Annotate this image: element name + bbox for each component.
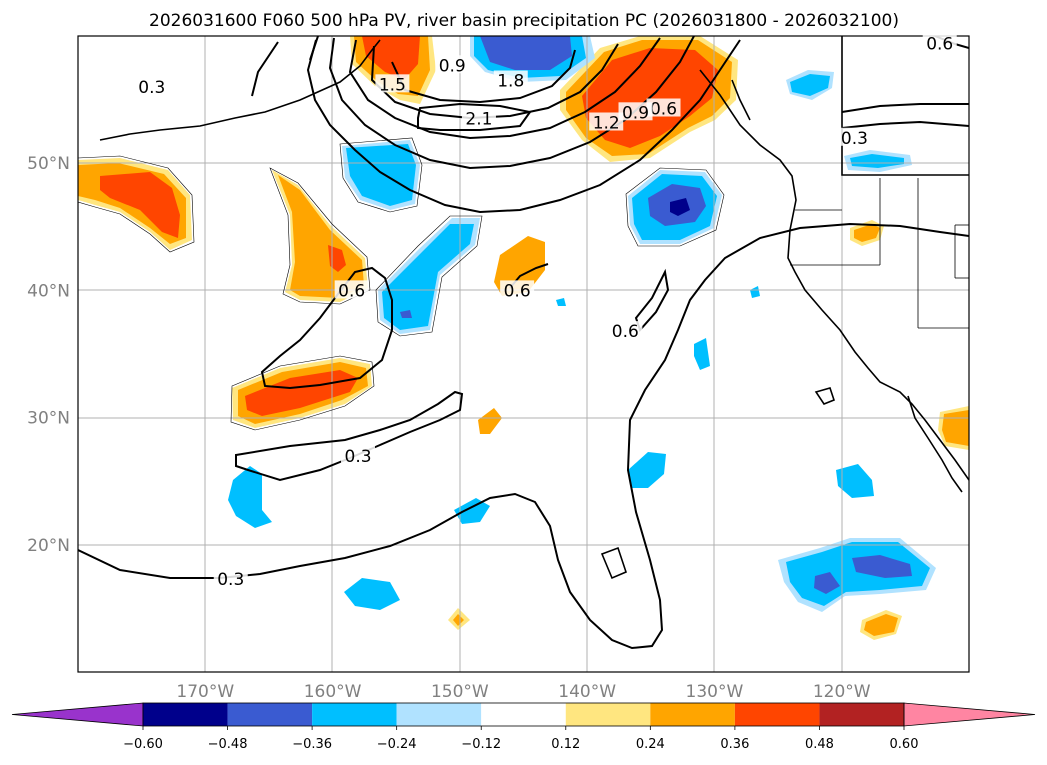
pv-contour-label: 0.6 [650, 100, 677, 120]
colorbar: −0.60 −0.48 −0.36 −0.24 −0.12 0.12 0.24 0.36 0.4… [11, 702, 1036, 752]
pv-label-background [618, 102, 653, 121]
pc-region [100, 172, 180, 238]
chart-title: 2026031600 F060 500 hPa PV, river basin … [149, 11, 899, 31]
pv-label-background [341, 445, 376, 464]
pv-contour-label: 0.6 [926, 35, 953, 55]
pc-region [942, 410, 969, 446]
colorbar-tick-label: −0.60 [123, 737, 163, 752]
pv-contour-label: 0.9 [439, 56, 466, 76]
pv-label-background [435, 55, 470, 74]
pc-contour-edges [78, 137, 725, 431]
colorbar-tick-label: 0.60 [890, 737, 919, 752]
lon-tick-label: 120°W [813, 682, 871, 702]
pc-region [453, 614, 464, 626]
colorbar-tick-label: 0.24 [636, 737, 665, 752]
colorbar-frame [142, 702, 905, 727]
map-gridlines [78, 36, 969, 672]
longitude-tick-labels: 170°W 160°W 150°W 140°W 130°W 120°W [176, 682, 870, 702]
pc-region [478, 408, 502, 434]
pc-region [556, 298, 566, 306]
colorbar-tick-label: −0.12 [461, 737, 501, 752]
coastlines [99, 36, 969, 580]
pv-label-background [334, 280, 369, 299]
colorbar-segment [565, 703, 651, 726]
pc-region [628, 452, 666, 488]
lon-tick-label: 150°W [431, 682, 489, 702]
pc-region [852, 555, 912, 578]
pv-contour-label: 0.6 [338, 281, 365, 301]
map-layer [78, 36, 969, 672]
pv-contour-label: 0.3 [345, 447, 372, 467]
pv-contour-labels: 0.30.30.30.30.6 0.60.60.60.60.90.91.21.5 1… [134, 33, 957, 590]
pc-region [362, 36, 420, 80]
colorbar-tick-label: −0.48 [208, 737, 248, 752]
pv-label-background [500, 280, 535, 299]
lat-tick-label: 50°N [27, 154, 70, 174]
pv-contour-label: 0.3 [138, 78, 165, 98]
pc-region [454, 498, 490, 524]
pc-region [344, 578, 400, 610]
map-frame [77, 35, 970, 673]
pv-contour-label: 1.2 [593, 113, 620, 133]
colorbar-segment [143, 703, 228, 726]
colorbar-tick-label: −0.24 [377, 737, 417, 752]
pv-label-background [213, 569, 248, 588]
pv-label-background [134, 76, 169, 95]
colorbar-segment [396, 703, 482, 726]
pv-contour-label: 0.6 [612, 322, 639, 342]
lat-tick-label: 40°N [27, 281, 70, 301]
pc-region [814, 572, 840, 594]
pv-label-background [608, 321, 643, 340]
colorbar-segment [650, 703, 735, 726]
pc-region [400, 310, 412, 318]
pv-contour-label: 0.3 [841, 129, 868, 149]
pc-region [245, 370, 358, 416]
lat-tick-label: 20°N [27, 536, 70, 556]
pc-region [228, 466, 272, 528]
colorbar-segment [481, 703, 566, 726]
pv-label-background [589, 112, 624, 131]
colorbar-extend-low [11, 702, 144, 727]
pv-contour-label: 2.1 [465, 110, 492, 130]
colorbar-segment [227, 703, 313, 726]
colorbar-tick-label: 0.36 [720, 737, 749, 752]
colorbar-tick-label: 0.48 [805, 737, 834, 752]
pc-region [694, 338, 710, 370]
pc-region [864, 614, 898, 636]
pv-label-background [493, 70, 528, 89]
pc-region [670, 198, 690, 216]
colorbar-extend-high [903, 702, 1036, 727]
lon-tick-label: 140°W [558, 682, 616, 702]
lon-tick-label: 170°W [176, 682, 234, 702]
latitude-tick-labels: 20°N 30°N 40°N 50°N [27, 154, 70, 556]
pv-contour-label: 0.9 [622, 103, 649, 123]
colorbar-segment [819, 703, 904, 726]
lon-tick-label: 130°W [686, 682, 744, 702]
pv-label-background [646, 98, 681, 117]
colorbar-tick-label: 0.12 [551, 737, 580, 752]
pc-region [382, 224, 474, 330]
pv-label-background [461, 108, 496, 127]
pc-region [480, 36, 572, 70]
pv-label-background [375, 74, 410, 93]
pc-region [836, 464, 874, 498]
pv-contour-label: 0.3 [217, 570, 244, 590]
colorbar-tick-label: −0.36 [292, 737, 332, 752]
pc-region [850, 154, 904, 168]
lon-tick-label: 160°W [304, 682, 362, 702]
pv-contours [78, 36, 969, 650]
colorbar-segment [734, 703, 820, 726]
pc-region [790, 74, 830, 96]
pv-contour-label: 1.8 [497, 72, 524, 92]
pc-region [854, 224, 880, 242]
pv-label-background [922, 33, 957, 52]
pc-region [346, 144, 416, 206]
pv-label-background [837, 127, 872, 146]
pc-region [750, 286, 760, 298]
pv-contour-label: 1.5 [379, 75, 406, 95]
lat-tick-label: 30°N [27, 409, 70, 429]
colorbar-segment [312, 703, 397, 726]
pv-contour-label: 0.6 [504, 281, 531, 301]
